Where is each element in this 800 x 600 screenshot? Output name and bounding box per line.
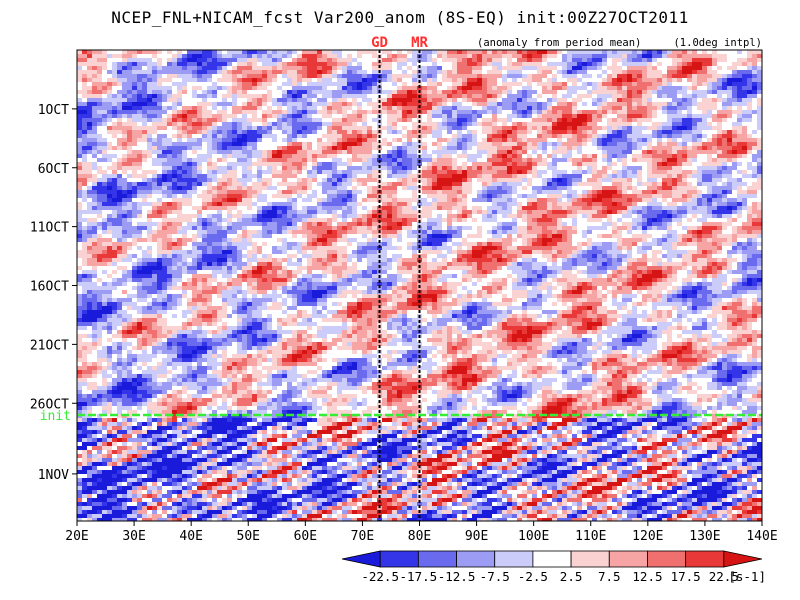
- x-tick-label: 40E: [179, 529, 202, 544]
- chart-title: NCEP_FNL+NICAM_fcst Var200_anom (8S-EQ) …: [111, 8, 689, 27]
- y-tick-label: 1NOV: [38, 468, 69, 483]
- y-tick-label: 16OCT: [30, 280, 69, 295]
- marker-label-mr: MR: [411, 35, 428, 51]
- x-tick-label: 50E: [237, 529, 260, 544]
- x-tick-label: 80E: [408, 529, 431, 544]
- colorbar-bin: [417, 550, 457, 568]
- colorbar-max-triangle: [723, 550, 763, 568]
- y-tick-label: 21OCT: [30, 338, 69, 353]
- colorbar-bin: [494, 550, 534, 568]
- colorbar-label: -17.5: [400, 569, 438, 584]
- colorbar-bin: [456, 550, 496, 568]
- colorbar-bin: [379, 550, 419, 568]
- colorbar-label: 12.5: [632, 569, 662, 584]
- colorbar-bin: [608, 550, 648, 568]
- colorbar-label: -2.5: [518, 569, 548, 584]
- x-tick-label: 90E: [465, 529, 488, 544]
- colorbar-bin: [570, 550, 610, 568]
- y-tick-label: 6OCT: [38, 162, 69, 177]
- plot-overlays: GD MR init: [40, 35, 762, 521]
- x-tick-label: 100E: [518, 529, 549, 544]
- colorbar-label: 2.5: [560, 569, 583, 584]
- interp-note: (1.0deg intpl): [673, 37, 762, 49]
- colorbar-label: 22.5: [709, 569, 739, 584]
- y-tick-label: 11OCT: [30, 221, 69, 236]
- y-tick-label: 26OCT: [30, 397, 69, 412]
- x-tick-label: 130E: [689, 529, 720, 544]
- colorbar-min-triangle: [341, 550, 381, 568]
- colorbar-bin: [647, 550, 687, 568]
- x-tick-label: 140E: [746, 529, 777, 544]
- colorbar-unit: [s-1]: [728, 569, 766, 584]
- marker-label-gd: GD: [371, 35, 388, 51]
- colorbar-label: -22.5: [361, 569, 399, 584]
- x-axis: 20E 30E 40E 50E 60E 70E 80E 90E 100E 110E 120E 130E…: [65, 521, 778, 544]
- header-notes: (anomaly from period mean) (1.0deg intpl): [477, 37, 762, 49]
- x-tick-label: 110E: [575, 529, 606, 544]
- x-tick-label: 120E: [632, 529, 663, 544]
- colorbar-label: -12.5: [438, 569, 476, 584]
- colorbar-label: 17.5: [671, 569, 701, 584]
- colorbar: -22.5 -17.5 -12.5 -7.5 -2.5 2.5 7.5 12.5 17.5 22.…: [341, 550, 766, 584]
- colorbar-label: 7.5: [598, 569, 621, 584]
- colorbar-label: -7.5: [480, 569, 510, 584]
- colorbar-bin: [532, 550, 572, 568]
- colorbar-bin: [685, 550, 725, 568]
- y-tick-label: 1OCT: [38, 103, 69, 118]
- x-tick-label: 60E: [294, 529, 317, 544]
- x-tick-label: 70E: [351, 529, 374, 544]
- anomaly-field: [77, 50, 762, 521]
- x-tick-label: 30E: [122, 529, 145, 544]
- x-tick-label: 20E: [65, 529, 88, 544]
- anomaly-note: (anomaly from period mean): [477, 37, 641, 49]
- y-axis: 1OCT 6OCT 11OCT 16OCT 21OCT 26OCT 1NOV: [30, 103, 77, 483]
- init-label: init: [40, 409, 71, 424]
